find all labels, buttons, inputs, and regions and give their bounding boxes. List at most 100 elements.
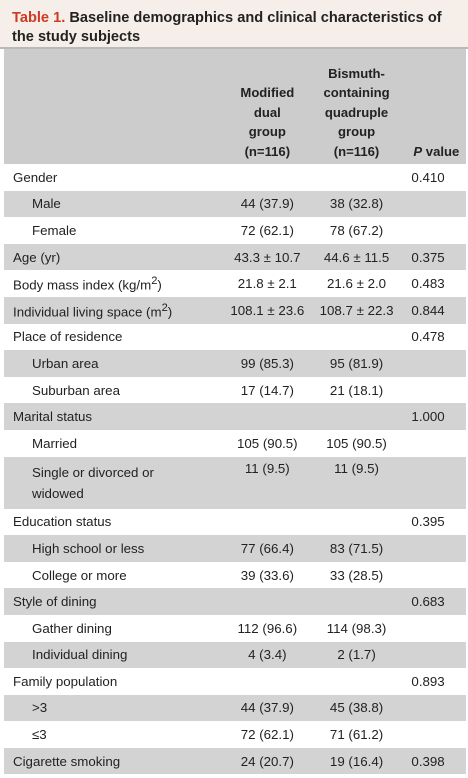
p-value bbox=[401, 350, 466, 377]
modified-dual-value: 105 (90.5) bbox=[222, 429, 312, 457]
modified-dual-value: 99 (85.3) bbox=[222, 350, 312, 377]
header-empty-cell bbox=[4, 49, 223, 164]
p-value bbox=[401, 614, 466, 642]
modified-dual-value: 108.1 ± 23.6 bbox=[222, 296, 312, 324]
p-value: 0.375 bbox=[401, 243, 466, 271]
table-row: Age (yr) 43.3 ± 10.7 44.6 ± 11.5 0.375 bbox=[4, 243, 466, 271]
table-title: Baseline demographics and clinical chara… bbox=[12, 10, 442, 45]
p-value: 0.893 bbox=[401, 668, 466, 695]
modified-dual-value: 4 (3.4) bbox=[222, 641, 312, 669]
quadruple-value bbox=[311, 403, 402, 430]
p-value bbox=[401, 561, 466, 589]
row-label: Urban area bbox=[4, 350, 223, 377]
table-row: Individual dining 4 (3.4) 2 (1.7) bbox=[4, 641, 466, 669]
p-value: 0.483 bbox=[401, 270, 466, 297]
header-bismuth-quadruple-group: Bismuth- containing quadruple group (n=1… bbox=[311, 49, 402, 164]
quadruple-value: 2 (1.7) bbox=[311, 641, 402, 669]
row-label: Marital status bbox=[4, 403, 223, 430]
table-row: Urban area 99 (85.3) 95 (81.9) bbox=[4, 350, 466, 377]
p-value bbox=[401, 641, 466, 669]
quadruple-value bbox=[311, 588, 402, 615]
table-row: Single or divorced or widowed 11 (9.5) 11… bbox=[4, 456, 466, 509]
row-label: ≤3 bbox=[4, 721, 223, 748]
row-label: Education status bbox=[4, 508, 223, 536]
p-value: 0.844 bbox=[401, 296, 466, 324]
modified-dual-value bbox=[222, 164, 312, 191]
p-value bbox=[401, 217, 466, 244]
row-label: College or more bbox=[4, 561, 223, 589]
quadruple-value: 19 (16.4) bbox=[311, 747, 402, 775]
table-row: Married 105 (90.5) 105 (90.5) bbox=[4, 429, 466, 457]
row-label: Married bbox=[4, 429, 223, 457]
row-label: Gender bbox=[4, 164, 223, 191]
table-row: Female 72 (62.1) 78 (67.2) bbox=[4, 217, 466, 244]
modified-dual-value: 11 (9.5) bbox=[222, 456, 312, 509]
table-row: Place of residence 0.478 bbox=[4, 323, 466, 351]
table-row: Style of dining 0.683 bbox=[4, 588, 466, 615]
quadruple-value bbox=[311, 668, 402, 695]
quadruple-value: 44.6 ± 11.5 bbox=[311, 243, 402, 271]
p-value bbox=[401, 190, 466, 218]
modified-dual-value bbox=[222, 588, 312, 615]
quadruple-value: 71 (61.2) bbox=[311, 721, 402, 748]
quadruple-value bbox=[311, 508, 402, 536]
p-value: 0.683 bbox=[401, 588, 466, 615]
quadruple-value: 95 (81.9) bbox=[311, 350, 402, 377]
p-value bbox=[401, 429, 466, 457]
modified-dual-value: 72 (62.1) bbox=[222, 217, 312, 244]
quadruple-value: 33 (28.5) bbox=[311, 561, 402, 589]
p-value bbox=[401, 456, 466, 509]
row-label: Style of dining bbox=[4, 588, 223, 615]
modified-dual-value bbox=[222, 403, 312, 430]
table-row: >3 44 (37.9) 45 (38.8) bbox=[4, 694, 466, 722]
modified-dual-value: 21.8 ± 2.1 bbox=[222, 270, 312, 297]
table-row: Education status 0.395 bbox=[4, 508, 466, 536]
modified-dual-value bbox=[222, 668, 312, 695]
row-label: Age (yr) bbox=[4, 243, 223, 271]
header-p-value: P value bbox=[401, 49, 466, 164]
row-label: Cigarette smoking bbox=[4, 747, 223, 775]
modified-dual-value: 77 (66.4) bbox=[222, 535, 312, 562]
p-value bbox=[401, 376, 466, 404]
row-label: Family population bbox=[4, 668, 223, 695]
quadruple-value: 21.6 ± 2.0 bbox=[311, 270, 402, 297]
modified-dual-value bbox=[222, 508, 312, 536]
table-row: Suburban area 17 (14.7) 21 (18.1) bbox=[4, 376, 466, 404]
row-label: >3 bbox=[4, 694, 223, 722]
p-value bbox=[401, 694, 466, 722]
row-label: Male bbox=[4, 190, 223, 218]
p-value bbox=[401, 535, 466, 562]
quadruple-value: 78 (67.2) bbox=[311, 217, 402, 244]
row-label: Individual dining bbox=[4, 641, 223, 669]
table-row: Gather dining 112 (96.6) 114 (98.3) bbox=[4, 614, 466, 642]
row-label: Suburban area bbox=[4, 376, 223, 404]
quadruple-value: 114 (98.3) bbox=[311, 614, 402, 642]
modified-dual-value: 112 (96.6) bbox=[222, 614, 312, 642]
quadruple-value: 83 (71.5) bbox=[311, 535, 402, 562]
modified-dual-value: 44 (37.9) bbox=[222, 694, 312, 722]
header-modified-dual-group: Modified dual group (n=116) bbox=[222, 49, 312, 164]
table-row: ≤3 72 (62.1) 71 (61.2) bbox=[4, 721, 466, 748]
p-value bbox=[401, 721, 466, 748]
modified-dual-value: 72 (62.1) bbox=[222, 721, 312, 748]
row-label: Individual living space (m2) bbox=[4, 296, 223, 324]
p-value: 0.398 bbox=[401, 747, 466, 775]
table-row: High school or less 77 (66.4) 83 (71.5) bbox=[4, 535, 466, 562]
quadruple-value: 21 (18.1) bbox=[311, 376, 402, 404]
p-value: 1.000 bbox=[401, 403, 466, 430]
quadruple-value: 38 (32.8) bbox=[311, 190, 402, 218]
modified-dual-value: 17 (14.7) bbox=[222, 376, 312, 404]
table-row: Marital status 1.000 bbox=[4, 403, 466, 430]
quadruple-value: 45 (38.8) bbox=[311, 694, 402, 722]
p-value: 0.395 bbox=[401, 508, 466, 536]
table-row: Body mass index (kg/m2) 21.8 ± 2.1 21.6 … bbox=[4, 270, 466, 297]
quadruple-value: 108.7 ± 22.3 bbox=[311, 296, 402, 324]
row-label: Body mass index (kg/m2) bbox=[4, 270, 223, 297]
p-value: 0.410 bbox=[401, 164, 466, 191]
table-row: Family population 0.893 bbox=[4, 668, 466, 695]
quadruple-value bbox=[311, 323, 402, 351]
row-label: Single or divorced or widowed bbox=[4, 456, 223, 509]
modified-dual-value bbox=[222, 323, 312, 351]
row-label: Female bbox=[4, 217, 223, 244]
